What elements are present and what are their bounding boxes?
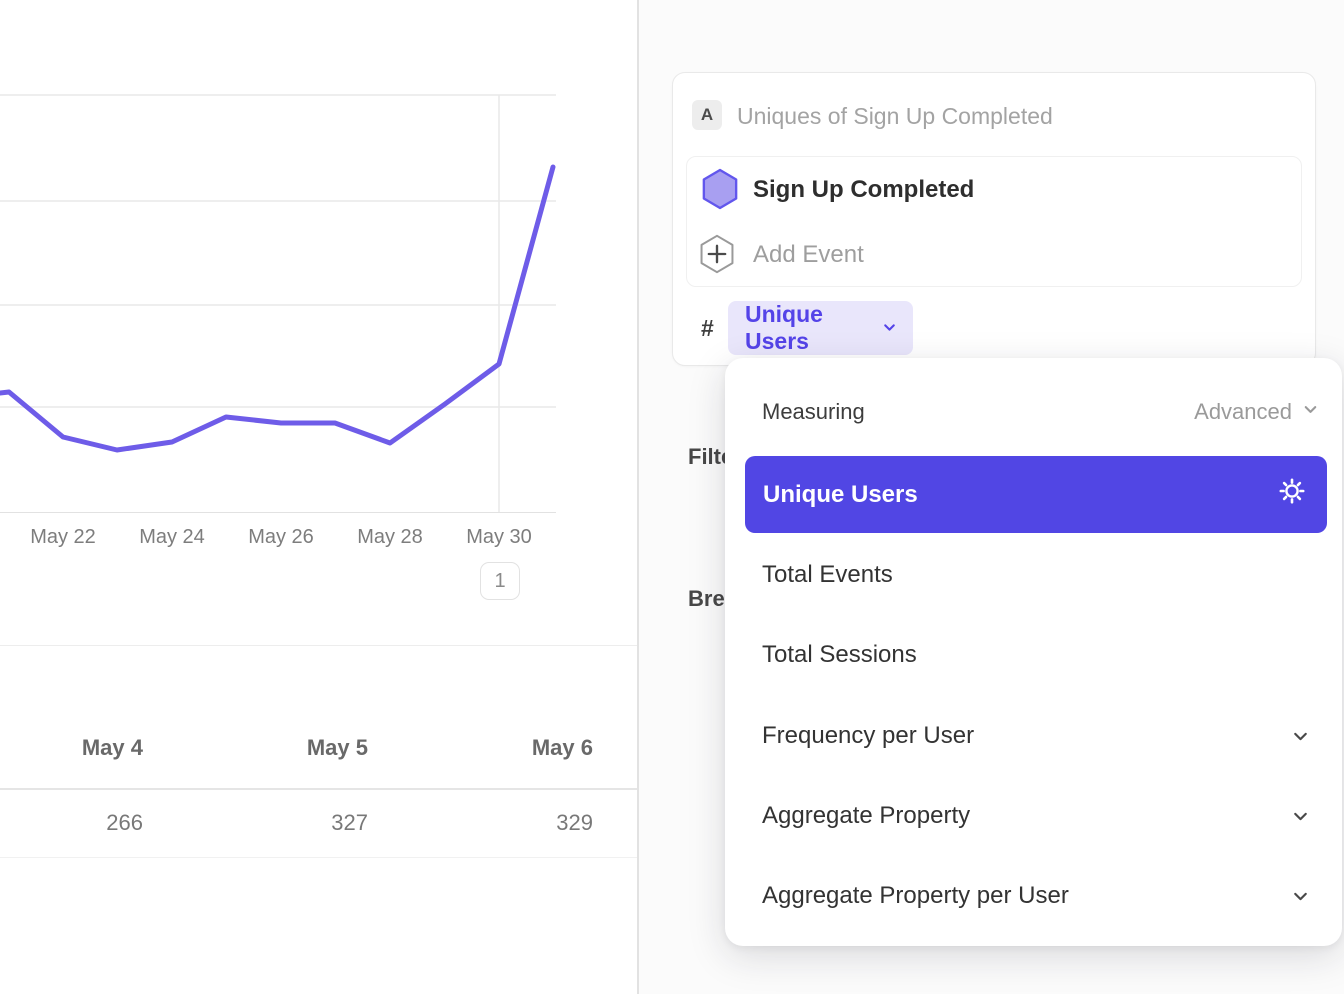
table-header-cell: May 5	[306, 735, 368, 760]
add-event-button[interactable]: Add Event	[753, 241, 864, 268]
menu-item-aggregate-property[interactable]: Aggregate Property	[762, 802, 971, 829]
x-axis-label: May 28	[357, 526, 423, 548]
advanced-label: Advanced	[1194, 399, 1292, 424]
table-header-border	[0, 788, 637, 790]
table-value-cell: 327	[331, 810, 368, 835]
measuring-label: Measuring	[762, 399, 865, 424]
table-header-cell: May 6	[531, 735, 593, 760]
table-bottom-border	[0, 857, 637, 858]
x-axis-label: May 22	[30, 526, 96, 548]
panel-divider	[637, 0, 639, 994]
x-axis-label: May 24	[139, 526, 205, 548]
add-event-icon	[698, 234, 736, 279]
menu-item-unique-users[interactable]: Unique Users	[745, 456, 1327, 533]
menu-item-frequency-per-user[interactable]: Frequency per User	[762, 722, 975, 749]
event-row[interactable]: Sign Up Completed	[753, 176, 975, 203]
measurement-hash-label: #	[701, 315, 714, 341]
measurement-dropdown-trigger[interactable]: Unique Users	[728, 301, 913, 355]
table-value-cell: 329	[556, 810, 593, 835]
menu-item-aggregate-property-per-user[interactable]: Aggregate Property per User	[762, 882, 1069, 909]
chevron-down-icon	[1301, 398, 1320, 425]
menu-item-total-events[interactable]: Total Events	[762, 561, 893, 588]
table-header-cell: May 4	[81, 735, 143, 760]
gear-icon[interactable]	[1278, 477, 1306, 512]
event-box: Sign Up Completed Add Event	[686, 156, 1302, 287]
measurement-pill-label: Unique Users	[745, 301, 823, 354]
chevron-down-icon	[881, 315, 898, 342]
advanced-toggle[interactable]: Advanced	[1194, 398, 1320, 425]
chevron-down-icon[interactable]	[1290, 886, 1311, 912]
table-top-border	[0, 645, 637, 646]
line-chart[interactable]	[0, 0, 556, 513]
metric-card: A Uniques of Sign Up Completed Sign Up C…	[672, 72, 1316, 366]
menu-item-label: Unique Users	[763, 480, 918, 508]
measuring-dropdown-menu: Measuring Advanced Unique Users	[725, 358, 1342, 946]
chevron-down-icon[interactable]	[1290, 726, 1311, 752]
chevron-down-icon[interactable]	[1290, 806, 1311, 832]
series-badge: A	[692, 100, 722, 130]
menu-item-total-sessions[interactable]: Total Sessions	[762, 641, 917, 668]
table-value-cell: 266	[106, 810, 143, 835]
x-axis-label: May 26	[248, 526, 314, 548]
event-hexagon-icon	[701, 168, 739, 215]
x-axis-label: May 30	[466, 526, 532, 548]
chart-panel: May 22 May 24 May 26 May 28 May 30 1 May 4 M…	[0, 0, 637, 994]
metric-title: Uniques of Sign Up Completed	[737, 103, 1053, 129]
annotation-marker[interactable]: 1	[480, 562, 520, 600]
